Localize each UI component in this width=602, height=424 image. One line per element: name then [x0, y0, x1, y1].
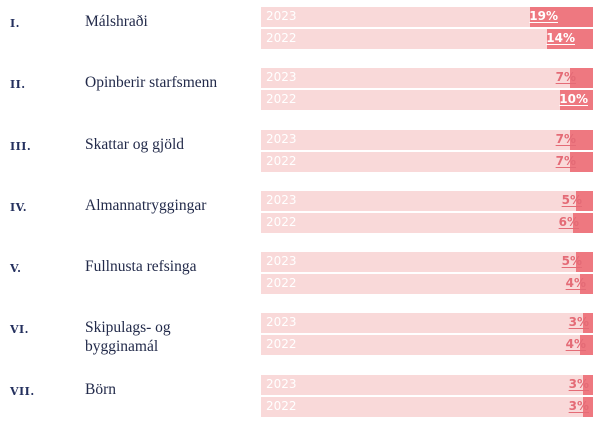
category-label: Málshraði	[85, 13, 148, 30]
category-row: IV. Almannatryggingar 2023 5% 2022 6%	[0, 191, 602, 237]
category-label: Fullnusta refsinga	[85, 258, 197, 275]
category-numeral: VI.	[10, 323, 30, 336]
bar-2023	[576, 252, 593, 272]
bar-2023	[576, 191, 593, 211]
bar-track-2023: 2023 19%	[261, 7, 593, 27]
category-numeral: VII.	[10, 385, 35, 398]
bar-2023	[583, 375, 593, 395]
category-label: Börn	[85, 381, 116, 398]
series-year-label: 2022	[266, 31, 297, 45]
category-label: Skipulags- og bygginamál	[85, 319, 171, 355]
bar-2022	[547, 29, 593, 49]
bar-value-label: 19%	[529, 9, 558, 23]
bar-track-2023: 2023 5%	[261, 252, 593, 272]
bar-track-2022: 2022 4%	[261, 274, 593, 294]
category-numeral: I.	[10, 17, 20, 30]
bar-value-label: 14%	[546, 31, 575, 45]
bar-track-2022: 2022 7%	[261, 152, 593, 172]
category-numeral: II.	[10, 78, 26, 91]
bar-track-2022: 2022 10%	[261, 90, 593, 110]
category-row: VII. Börn 2023 3% 2022 3%	[0, 375, 602, 421]
series-year-label: 2023	[266, 315, 297, 329]
bar-2022	[560, 90, 593, 110]
bar-value-label: 3%	[568, 315, 589, 329]
bar-value-label: 7%	[555, 70, 576, 84]
bar-2023	[570, 130, 593, 150]
bar-2022	[573, 213, 593, 233]
bar-value-label: 5%	[561, 254, 582, 268]
bar-value-label: 3%	[568, 377, 589, 391]
category-row: V. Fullnusta refsinga 2023 5% 2022 4%	[0, 252, 602, 298]
category-numeral: III.	[10, 140, 32, 153]
bar-2023	[583, 313, 593, 333]
series-year-label: 2023	[266, 193, 297, 207]
category-label: Opinberir starfsmenn	[85, 74, 218, 91]
bar-track-2023: 2023 3%	[261, 375, 593, 395]
series-year-label: 2023	[266, 132, 297, 146]
bar-value-label: 10%	[559, 92, 588, 106]
category-label: Skattar og gjöld	[85, 136, 185, 153]
series-year-label: 2023	[266, 70, 297, 84]
series-year-label: 2023	[266, 254, 297, 268]
bar-track-2022: 2022 3%	[261, 397, 593, 417]
bar-value-label: 3%	[568, 399, 589, 413]
series-year-label: 2022	[266, 215, 297, 229]
series-year-label: 2022	[266, 399, 297, 413]
series-year-label: 2022	[266, 154, 297, 168]
series-year-label: 2023	[266, 9, 297, 23]
bar-track-2022: 2022 14%	[261, 29, 593, 49]
bar-track-2023: 2023 7%	[261, 68, 593, 88]
series-year-label: 2022	[266, 276, 297, 290]
bar-track-2022: 2022 4%	[261, 335, 593, 355]
bar-2023	[570, 68, 593, 88]
bar-value-label: 7%	[555, 132, 576, 146]
bar-value-label: 6%	[558, 215, 579, 229]
bar-2022	[583, 397, 593, 417]
bar-value-label: 4%	[565, 276, 586, 290]
category-row: I. Málshraði 2023 19% 2022 14%	[0, 7, 602, 53]
bar-track-2023: 2023 5%	[261, 191, 593, 211]
category-numeral: IV.	[10, 201, 28, 214]
series-year-label: 2022	[266, 92, 297, 106]
series-year-label: 2022	[266, 337, 297, 351]
bar-2022	[580, 335, 593, 355]
bar-value-label: 7%	[555, 154, 576, 168]
category-numeral: V.	[10, 262, 22, 275]
bar-2022	[570, 152, 593, 172]
bar-value-label: 4%	[565, 337, 586, 351]
category-row: II. Opinberir starfsmenn 2023 7% 2022 10%	[0, 68, 602, 114]
series-year-label: 2023	[266, 377, 297, 391]
bar-track-2023: 2023 3%	[261, 313, 593, 333]
bar-track-2023: 2023 7%	[261, 130, 593, 150]
category-row: III. Skattar og gjöld 2023 7% 2022 7%	[0, 130, 602, 176]
bar-2023	[530, 7, 593, 27]
bar-2022	[580, 274, 593, 294]
bar-value-label: 5%	[561, 193, 582, 207]
category-row: VI. Skipulags- og bygginamál 2023 3% 2022 4%	[0, 313, 602, 359]
bar-track-2022: 2022 6%	[261, 213, 593, 233]
category-label: Almannatryggingar	[85, 197, 207, 214]
